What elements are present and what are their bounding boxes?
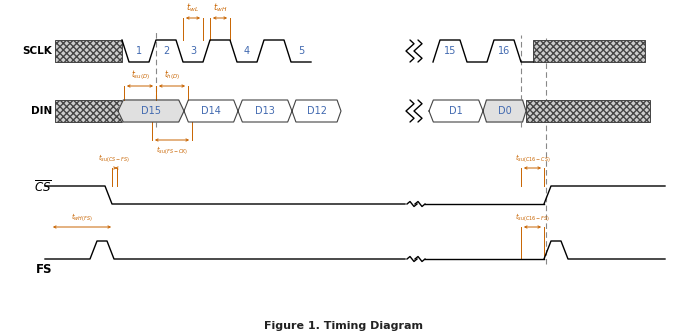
Text: $t_{su(D)}$: $t_{su(D)}$ — [131, 68, 149, 82]
Text: DIN: DIN — [31, 106, 52, 116]
Text: D0: D0 — [497, 106, 511, 116]
Text: D13: D13 — [255, 106, 275, 116]
Bar — [55, 40, 122, 62]
Text: D14: D14 — [201, 106, 221, 116]
Bar — [55, 100, 122, 122]
Text: 5: 5 — [298, 46, 304, 56]
Text: $t_{wH(FS)}$: $t_{wH(FS)}$ — [71, 211, 93, 223]
Polygon shape — [429, 100, 483, 122]
Text: $\overline{CS}$: $\overline{CS}$ — [34, 179, 52, 195]
Text: Figure 1. Timing Diagram: Figure 1. Timing Diagram — [264, 321, 424, 331]
Text: $t_{su(FS-CK)}$: $t_{su(FS-CK)}$ — [155, 144, 189, 156]
Bar — [526, 100, 650, 122]
Polygon shape — [184, 100, 238, 122]
Text: $t_{wH}$: $t_{wH}$ — [213, 1, 227, 14]
Text: 15: 15 — [444, 46, 456, 56]
Text: 4: 4 — [244, 46, 250, 56]
Text: D1: D1 — [449, 106, 463, 116]
Polygon shape — [238, 100, 292, 122]
Text: $t_{wL}$: $t_{wL}$ — [186, 1, 200, 14]
Text: SCLK: SCLK — [22, 46, 52, 56]
Text: 3: 3 — [190, 46, 196, 56]
Text: $t_{su(C16-FS)}$: $t_{su(C16-FS)}$ — [515, 211, 550, 223]
Text: FS: FS — [36, 263, 52, 276]
Polygon shape — [118, 100, 184, 122]
Text: $t_{h(D)}$: $t_{h(D)}$ — [164, 68, 180, 82]
Text: 16: 16 — [498, 46, 510, 56]
Text: D15: D15 — [141, 106, 161, 116]
Text: $t_{su(C16-CS)}$: $t_{su(C16-CS)}$ — [515, 152, 550, 164]
Text: $t_{su(CS-FS)}$: $t_{su(CS-FS)}$ — [98, 152, 131, 164]
Text: 1: 1 — [136, 46, 142, 56]
Text: D12: D12 — [306, 106, 327, 116]
Polygon shape — [292, 100, 341, 122]
Bar — [533, 40, 645, 62]
Text: 2: 2 — [163, 46, 169, 56]
Polygon shape — [483, 100, 526, 122]
